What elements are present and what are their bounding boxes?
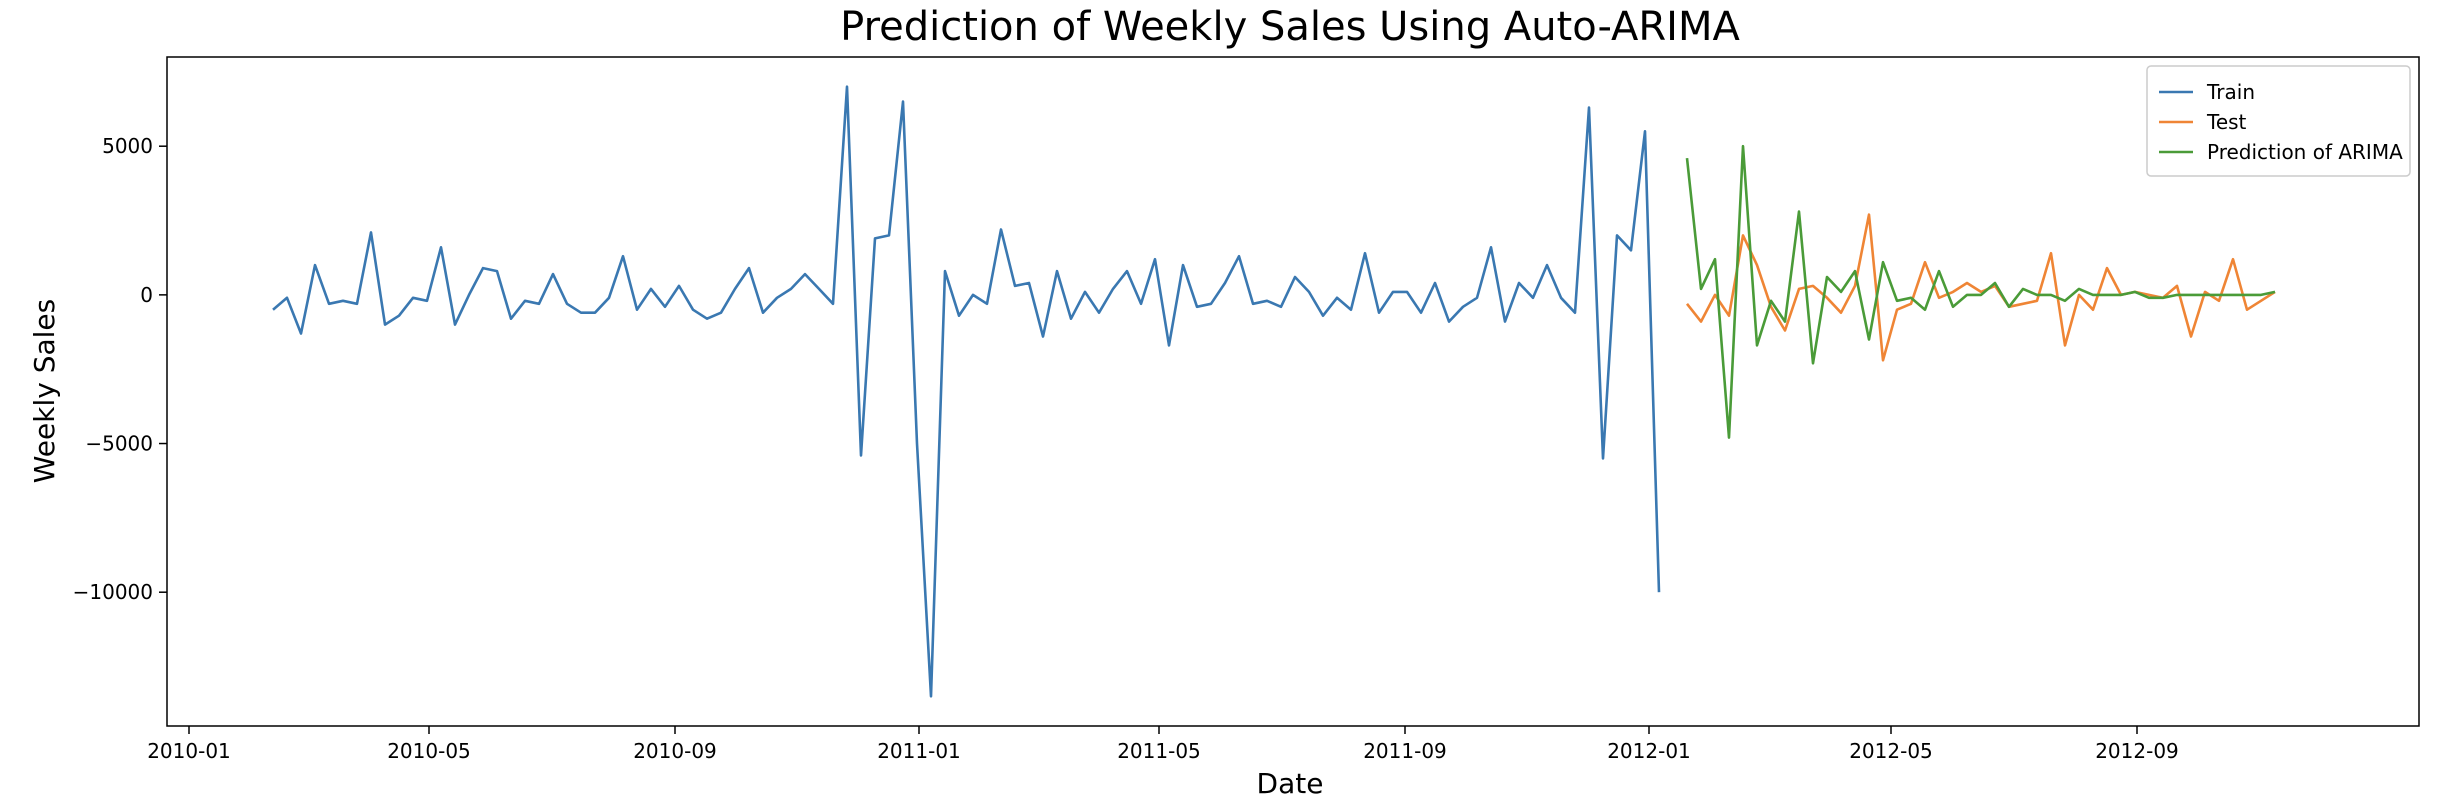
legend-label-prediction-of-arima: Prediction of ARIMA	[2207, 140, 2403, 164]
legend: Train Test Prediction of ARIMA	[2146, 65, 2411, 177]
x-tick-label: 2010-01	[147, 739, 231, 763]
series-line-prediction-of-arima	[1685, 144, 2276, 439]
x-axis-label: Date	[1257, 767, 1324, 800]
y-tick-label: 0	[140, 283, 153, 307]
x-tick-label: 2012-09	[2095, 739, 2179, 763]
y-tick-label: −10000	[73, 580, 153, 604]
x-tick-label: 2012-01	[1607, 739, 1691, 763]
x-axis-ticks: 2010-01 2010-05 2010-09 2011-01 2011-05 2011-…	[147, 726, 2179, 763]
y-axis-ticks: 5000 0 −5000 −10000	[73, 134, 167, 604]
legend-box	[2146, 65, 2411, 177]
x-tick-label: 2011-09	[1363, 739, 1447, 763]
series-layer	[272, 85, 2276, 698]
y-tick-label: −5000	[85, 432, 153, 456]
x-tick-label: 2011-01	[877, 739, 961, 763]
legend-label-train: Train	[2206, 80, 2255, 104]
series-line-train	[272, 85, 1661, 698]
x-tick-label: 2010-05	[387, 739, 471, 763]
series-line-test	[1685, 213, 2276, 362]
chart-title: Prediction of Weekly Sales Using Auto-AR…	[840, 4, 1740, 50]
y-axis-label: Weekly Sales	[28, 299, 61, 484]
x-tick-label: 2010-09	[633, 739, 717, 763]
x-tick-label: 2012-05	[1849, 739, 1933, 763]
legend-label-test: Test	[2206, 110, 2247, 134]
plot-area	[166, 56, 2420, 727]
x-tick-label: 2011-05	[1117, 739, 1201, 763]
y-tick-label: 5000	[102, 134, 153, 158]
